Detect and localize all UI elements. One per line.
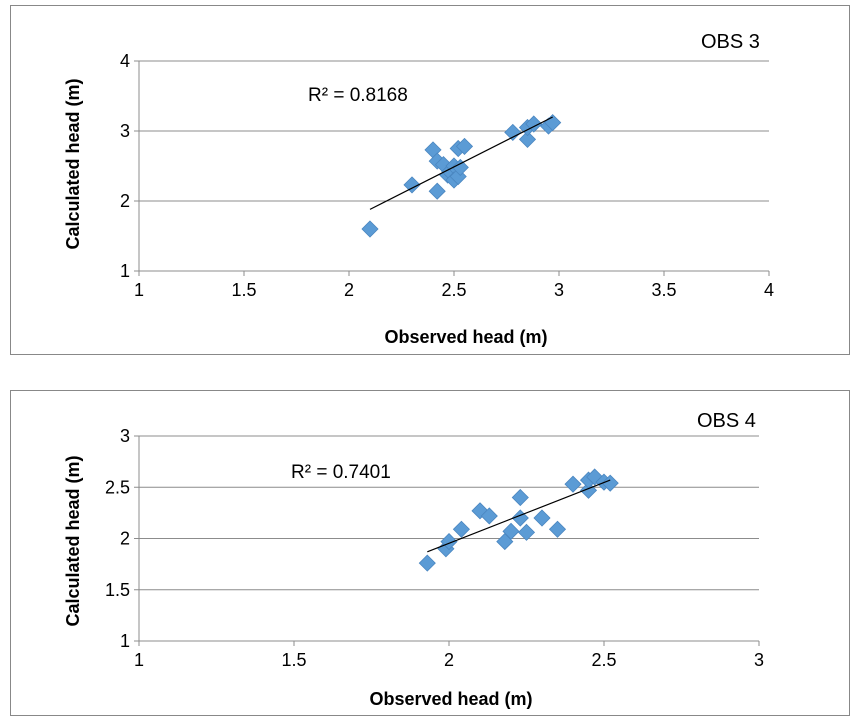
series-tag: OBS 4 <box>697 410 756 432</box>
y-tick-label: 2.5 <box>105 477 130 497</box>
y-tick-label: 3 <box>120 426 130 446</box>
data-point <box>452 520 470 538</box>
chart-obs4-svg: OBS 4 Observed head (m) Calculated head … <box>63 410 764 709</box>
data-point <box>451 158 469 176</box>
x-tick-label: 1.5 <box>281 650 306 670</box>
series-tag: OBS 3 <box>701 31 760 53</box>
chart-obs3-svg: OBS 3 Observed head (m) Calculated head … <box>63 31 774 347</box>
chart-obs4: OBS 4 Observed head (m) Calculated head … <box>10 390 850 716</box>
r-squared-label: R² = 0.8168 <box>308 85 408 106</box>
x-tick-label: 2 <box>444 650 454 670</box>
y-tick-label: 4 <box>120 51 130 71</box>
x-tick-label: 1 <box>134 650 144 670</box>
data-point <box>511 488 529 507</box>
y-axis-title: Calculated head (m) <box>63 78 83 249</box>
x-axis-title: Observed head (m) <box>384 327 547 347</box>
data-point <box>455 137 474 155</box>
data-point <box>548 520 567 538</box>
data-point <box>480 507 498 525</box>
x-tick-label: 3 <box>754 650 764 670</box>
data-point <box>517 523 536 541</box>
y-tick-label: 1 <box>120 631 130 651</box>
x-tick-label: 4 <box>764 280 774 300</box>
data-point <box>601 474 619 492</box>
x-tick-label: 1 <box>134 280 144 300</box>
trendline <box>427 479 611 553</box>
x-tick-label: 3 <box>554 280 564 300</box>
data-point <box>564 475 582 493</box>
y-tick-label: 2 <box>120 191 130 211</box>
data-point <box>579 481 598 499</box>
chart-obs3: OBS 3 Observed head (m) Calculated head … <box>10 5 850 355</box>
x-tick-label: 2.5 <box>591 650 616 670</box>
r-squared-label: R² = 0.7401 <box>291 462 391 483</box>
y-tick-label: 2 <box>120 529 130 549</box>
y-tick-label: 1 <box>120 261 130 281</box>
data-point <box>440 533 458 551</box>
data-point <box>361 220 379 238</box>
data-point <box>502 522 520 540</box>
data-point <box>403 176 421 194</box>
x-tick-label: 3.5 <box>651 280 676 300</box>
y-tick-label: 1.5 <box>105 580 130 600</box>
y-axis-title: Calculated head (m) <box>63 455 83 626</box>
x-tick-label: 2 <box>344 280 354 300</box>
data-point <box>428 182 446 200</box>
x-tick-label: 2.5 <box>441 280 466 300</box>
data-point <box>533 509 551 527</box>
x-axis-title: Observed head (m) <box>369 689 532 709</box>
x-tick-label: 1.5 <box>231 280 256 300</box>
data-point <box>504 123 522 141</box>
data-point <box>418 554 436 572</box>
data-point <box>518 130 537 148</box>
trendline <box>369 116 553 210</box>
y-tick-label: 3 <box>120 121 130 141</box>
